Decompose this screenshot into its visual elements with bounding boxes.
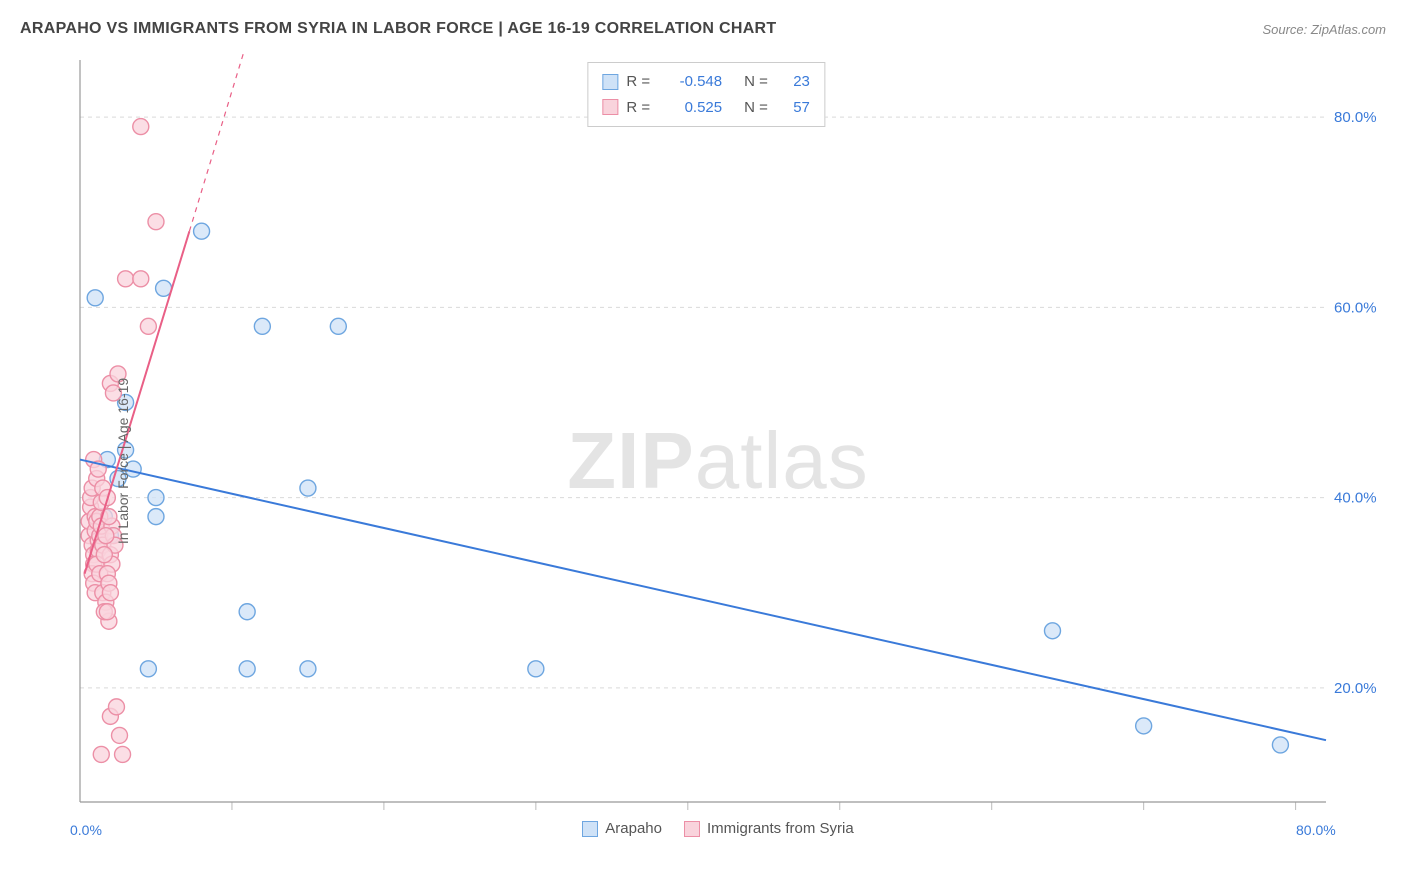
data-point [239,604,255,620]
data-point [133,271,149,287]
correlation-legend: R = -0.548 N = 23 R = 0.525 N = 57 [587,62,825,127]
n-value: 23 [780,69,810,95]
data-point [254,318,270,334]
n-label: N = [744,95,768,121]
data-point [140,318,156,334]
data-point [300,480,316,496]
data-point [99,604,115,620]
data-point [1136,718,1152,734]
data-point [194,223,210,239]
y-tick-label: 40.0% [1334,490,1377,507]
legend-swatch [602,99,618,115]
data-point [140,661,156,677]
legend-swatch [684,821,700,837]
series-legend: Arapaho Immigrants from Syria [50,820,1386,837]
data-point [133,119,149,135]
data-point [528,661,544,677]
data-point [148,214,164,230]
data-point [108,699,124,715]
r-value: 0.525 [662,95,722,121]
y-tick-label: 60.0% [1334,299,1377,316]
data-point [112,727,128,743]
data-point [148,509,164,525]
data-point [330,318,346,334]
x-axis-right-label: 80.0% [1296,822,1336,838]
legend-label: Arapaho [605,820,662,837]
data-point [102,585,118,601]
n-value: 57 [780,95,810,121]
chart-title: ARAPAHO VS IMMIGRANTS FROM SYRIA IN LABO… [20,20,777,38]
x-axis-left-label: 0.0% [70,822,102,838]
n-label: N = [744,69,768,95]
legend-swatch [582,821,598,837]
data-point [1272,737,1288,753]
data-point [300,661,316,677]
trend-line [80,460,1326,741]
legend-item: Immigrants from Syria [684,820,854,837]
scatter-chart: 20.0% 40.0% 60.0% 80.0% [50,50,1386,872]
r-label: R = [626,95,650,121]
data-point [148,490,164,506]
data-point [98,528,114,544]
y-axis-label: In Labor Force | Age 16-19 [115,378,131,544]
data-point [87,290,103,306]
source-label: Source: ZipAtlas.com [1262,22,1386,37]
data-point [115,746,131,762]
y-tick-label: 80.0% [1334,109,1377,126]
legend-label: Immigrants from Syria [707,820,854,837]
data-point [93,746,109,762]
data-point [239,661,255,677]
data-point [118,271,134,287]
legend-item: Arapaho [582,820,662,837]
correlation-row: R = -0.548 N = 23 [602,69,810,95]
r-value: -0.548 [662,69,722,95]
data-point [96,547,112,563]
correlation-row: R = 0.525 N = 57 [602,95,810,121]
r-label: R = [626,69,650,95]
data-point [1044,623,1060,639]
legend-swatch [602,74,618,90]
chart-area: In Labor Force | Age 16-19 20.0% 40.0% 60.… [50,50,1386,872]
y-tick-label: 20.0% [1334,680,1377,697]
trend-line-ext [189,50,247,231]
